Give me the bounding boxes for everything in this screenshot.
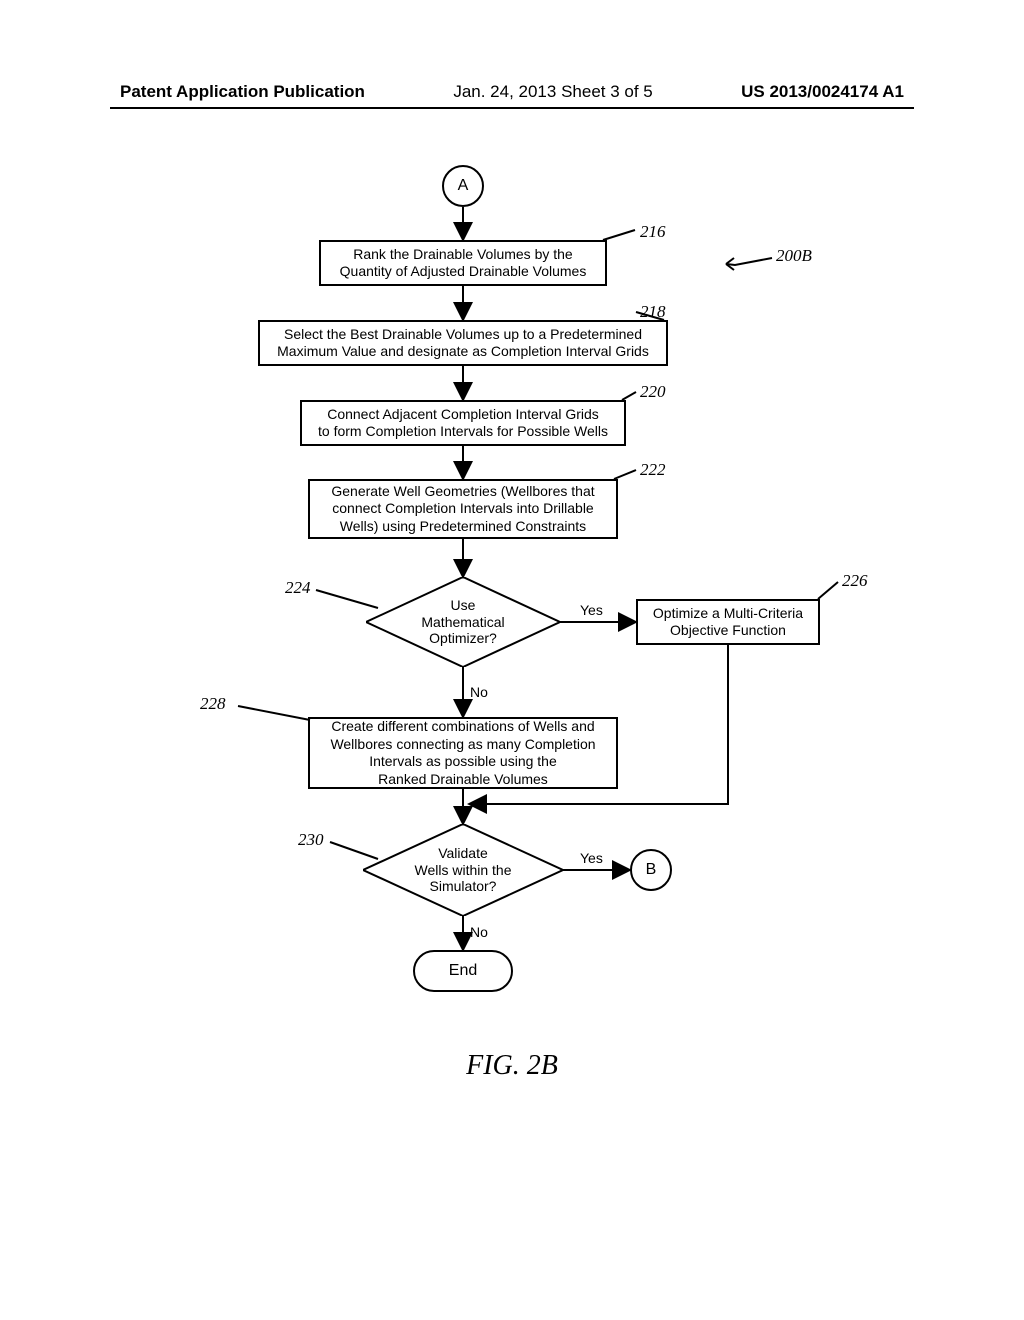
header-center: Jan. 24, 2013 Sheet 3 of 5: [453, 82, 652, 102]
box-220-text: Connect Adjacent Completion Interval Gri…: [318, 406, 608, 441]
connector-b-label: B: [646, 860, 657, 880]
terminal-end: End: [413, 950, 513, 992]
box-216-text: Rank the Drainable Volumes by the Quanti…: [340, 246, 587, 281]
label-230: 230: [298, 830, 324, 850]
label-200B: 200B: [776, 246, 812, 266]
edge-label-no-224: No: [470, 684, 488, 700]
box-228: Create different combinations of Wells a…: [308, 717, 618, 789]
connector-a: A: [442, 165, 484, 207]
page-header: Patent Application Publication Jan. 24, …: [0, 82, 1024, 102]
box-218-text: Select the Best Drainable Volumes up to …: [277, 326, 649, 361]
terminal-end-label: End: [449, 961, 477, 981]
label-222: 222: [640, 460, 666, 480]
decision-230-text: Validate Wells within the Simulator?: [363, 824, 563, 916]
figure-caption: FIG. 2B: [0, 1050, 1024, 1082]
label-226: 226: [842, 571, 868, 591]
label-220: 220: [640, 382, 666, 402]
connector-a-label: A: [458, 176, 469, 196]
edge-label-yes-230: Yes: [580, 850, 603, 866]
box-222-text: Generate Well Geometries (Wellbores that…: [331, 483, 594, 536]
header-left: Patent Application Publication: [120, 82, 365, 102]
box-220: Connect Adjacent Completion Interval Gri…: [300, 400, 626, 446]
label-216: 216: [640, 222, 666, 242]
decision-224-text: Use Mathematical Optimizer?: [366, 577, 560, 667]
label-224: 224: [285, 578, 311, 598]
box-216: Rank the Drainable Volumes by the Quanti…: [319, 240, 607, 286]
box-218: Select the Best Drainable Volumes up to …: [258, 320, 668, 366]
edge-label-no-230: No: [470, 924, 488, 940]
header-right: US 2013/0024174 A1: [741, 82, 904, 102]
box-226-text: Optimize a Multi-Criteria Objective Func…: [653, 605, 803, 640]
box-228-text: Create different combinations of Wells a…: [330, 718, 595, 788]
box-222: Generate Well Geometries (Wellbores that…: [308, 479, 618, 539]
box-226: Optimize a Multi-Criteria Objective Func…: [636, 599, 820, 645]
label-228: 228: [200, 694, 226, 714]
label-218: 218: [640, 302, 666, 322]
decision-224: Use Mathematical Optimizer?: [366, 577, 560, 667]
edge-label-yes-224: Yes: [580, 602, 603, 618]
decision-230: Validate Wells within the Simulator?: [363, 824, 563, 916]
connector-b: B: [630, 849, 672, 891]
header-divider: [110, 107, 914, 109]
